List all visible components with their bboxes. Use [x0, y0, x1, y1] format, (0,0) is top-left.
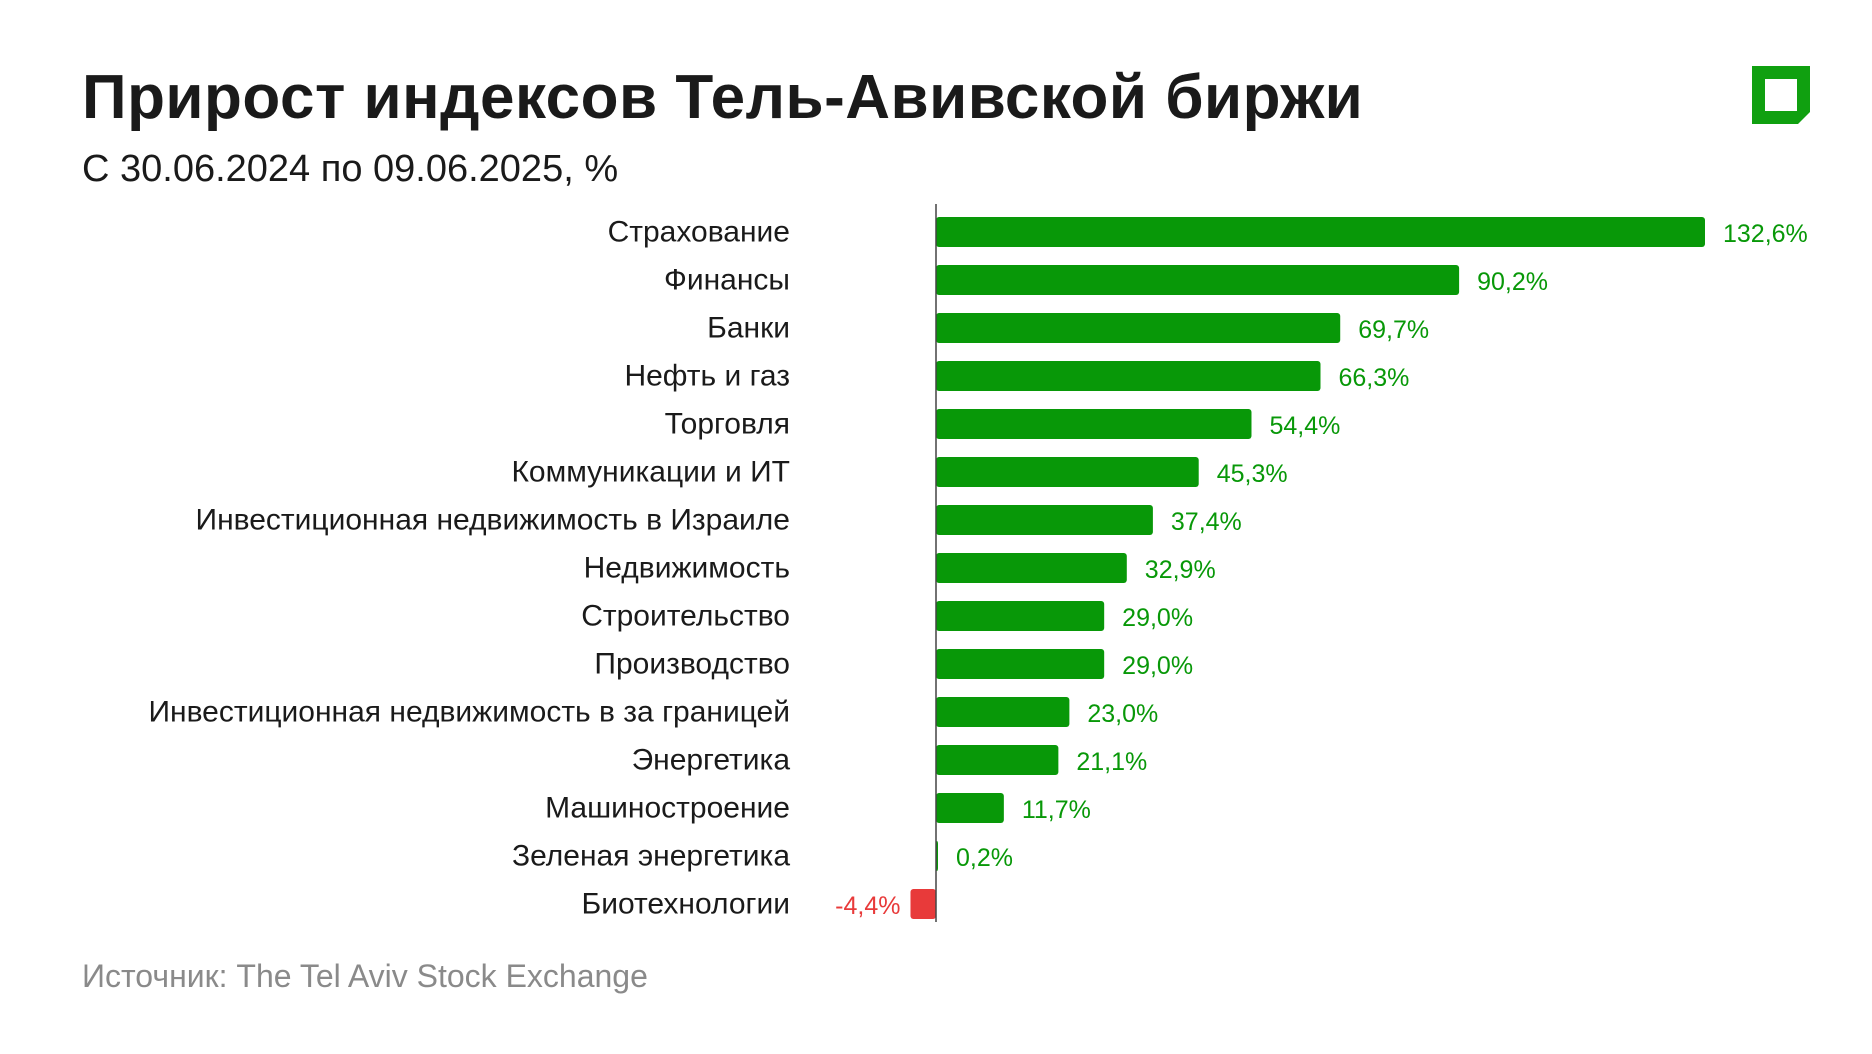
bar: [936, 697, 1070, 727]
brand-logo-icon: [1752, 66, 1810, 124]
bar: [936, 313, 1341, 343]
bar: [936, 265, 1460, 295]
data-label: 21,1%: [1076, 748, 1147, 776]
category-label: Недвижимость: [584, 552, 790, 585]
source-note: Источник: The Tel Aviv Stock Exchange: [82, 958, 648, 994]
bar: [936, 457, 1199, 487]
category-label: Торговля: [665, 408, 790, 441]
bar: [936, 361, 1321, 391]
category-label: Строительство: [581, 600, 790, 633]
data-label: 90,2%: [1477, 268, 1548, 296]
category-label: Машиностроение: [545, 792, 790, 825]
data-label: 54,4%: [1269, 412, 1340, 440]
category-label: Финансы: [664, 264, 790, 297]
logo-shape: [1752, 66, 1810, 124]
data-label: 11,7%: [1022, 796, 1091, 824]
bar: [910, 889, 936, 919]
bar: [936, 745, 1059, 775]
data-label: 132,6%: [1723, 220, 1808, 248]
bar: [936, 601, 1105, 631]
bar: [936, 793, 1004, 823]
category-label: Зеленая энергетика: [512, 840, 790, 873]
data-label: -4,4%: [835, 892, 900, 920]
category-label: Инвестиционная недвижимость в за границе…: [148, 696, 790, 729]
category-label: Нефть и газ: [624, 360, 790, 393]
bar: [936, 217, 1705, 247]
data-label: 29,0%: [1122, 652, 1193, 680]
data-label: 69,7%: [1358, 316, 1429, 344]
data-label: 29,0%: [1122, 604, 1193, 632]
bar: [936, 553, 1127, 583]
chart-title: Прирост индексов Тель-Авивской биржи: [82, 63, 1364, 132]
data-label: 32,9%: [1145, 556, 1216, 584]
category-label: Инвестиционная недвижимость в Израиле: [196, 504, 790, 537]
data-label: 23,0%: [1087, 700, 1158, 728]
category-label: Коммуникации и ИТ: [511, 456, 790, 489]
data-label: 37,4%: [1171, 508, 1242, 536]
category-label: Энергетика: [632, 744, 791, 777]
category-label: Производство: [594, 648, 790, 681]
category-label: Страхование: [608, 216, 790, 249]
data-label: 66,3%: [1339, 364, 1410, 392]
chart-subtitle: С 30.06.2024 по 09.06.2025, %: [82, 148, 619, 190]
bar: [936, 409, 1252, 439]
category-label: Банки: [707, 312, 790, 345]
bar: [936, 505, 1153, 535]
data-label: 45,3%: [1217, 460, 1288, 488]
data-label: 0,2%: [956, 844, 1013, 872]
category-label: Биотехнологии: [582, 888, 790, 921]
bar: [936, 649, 1105, 679]
